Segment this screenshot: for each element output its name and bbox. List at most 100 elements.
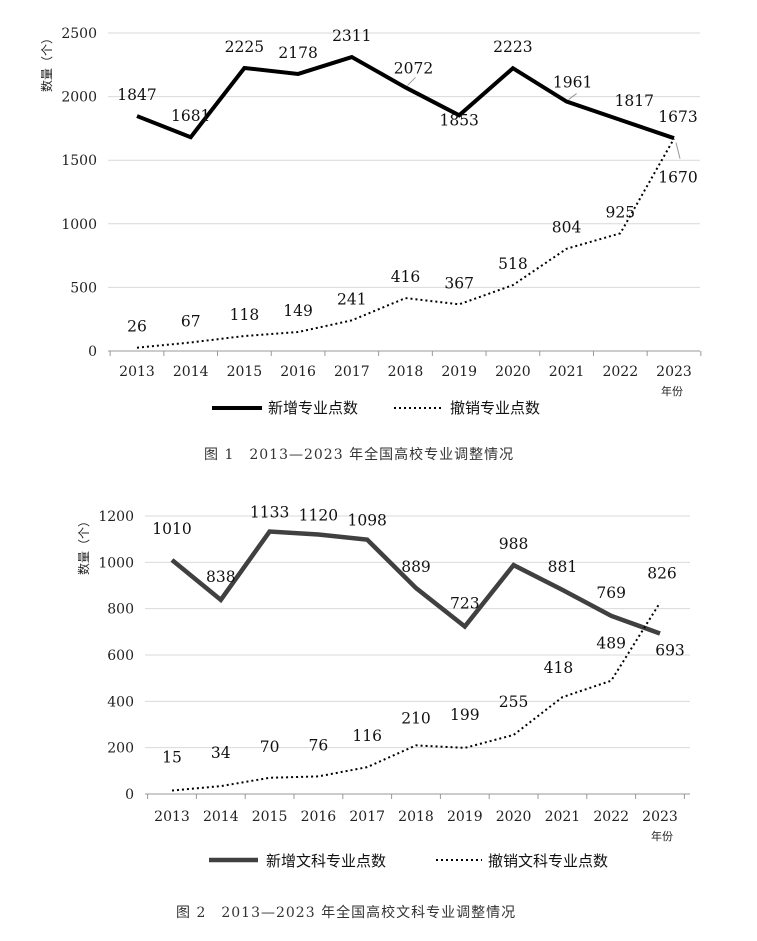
chart-1: 0 500 1000 1500 2000 2500 2013 2014 2015 2016 201… [39, 26, 702, 463]
leader-line [407, 77, 416, 86]
x-tick-label: 2013 [154, 809, 190, 825]
x-tick-label: 2020 [496, 809, 532, 825]
x-tick-label: 2023 [642, 809, 678, 825]
data-label: 116 [352, 727, 382, 745]
x-tick-label: 2016 [301, 809, 337, 825]
data-label: 149 [283, 302, 313, 320]
y-tick-label: 200 [107, 741, 134, 757]
x-tick-label: 2017 [334, 364, 370, 380]
data-label: 489 [596, 635, 626, 653]
leader-line [568, 93, 577, 100]
series-line-2 [171, 602, 661, 792]
data-label: 889 [401, 558, 431, 576]
data-label: 367 [444, 274, 474, 292]
chart-2-x-unit: 年份 [651, 829, 673, 843]
legend-label-series-2: 撤销文科专业点数 [488, 852, 608, 870]
data-label: 988 [499, 535, 529, 553]
y-tick-label: 600 [107, 648, 134, 664]
data-label: 1847 [117, 86, 156, 104]
chart-2-lines [170, 529, 661, 792]
x-tick-label: 2017 [349, 809, 385, 825]
y-tick-label: 2000 [61, 90, 97, 106]
chart-1-caption: 图 1 2013—2023 年全国高校专业调整情况 [204, 446, 514, 463]
chart-1-y-ticks: 0 500 1000 1500 2000 2500 [61, 26, 97, 360]
data-label: 210 [401, 709, 431, 727]
data-label: 416 [391, 268, 421, 286]
series-line-1 [136, 54, 675, 141]
legend-label-series-1: 新增文科专业点数 [266, 852, 386, 870]
chart-2-gridlines [145, 515, 690, 749]
data-label: 1817 [615, 92, 654, 110]
chart-2-legend: 新增文科专业点数 撤销文科专业点数 [209, 852, 608, 870]
x-tick-label: 2014 [173, 364, 209, 380]
x-tick-label: 2019 [447, 809, 483, 825]
x-tick-label: 2023 [656, 364, 692, 380]
y-tick-label: 1500 [61, 153, 97, 169]
series-line-1 [170, 529, 661, 636]
x-tick-label: 2020 [495, 364, 531, 380]
chart-2-caption: 图 2 2013—2023 年全国高校文科专业调整情况 [176, 904, 516, 921]
data-label: 1010 [152, 520, 191, 538]
data-label: 693 [655, 641, 685, 659]
chart-1-gridlines [108, 32, 700, 288]
data-label: 2225 [225, 38, 264, 56]
chart-2-y-ticks: 0 200 400 600 800 1000 1200 [98, 509, 134, 803]
chart-1-legend: 新增专业点数 撤销专业点数 [212, 399, 540, 417]
data-label: 723 [450, 595, 480, 613]
data-label: 925 [606, 203, 636, 221]
chart-2-x-axis [145, 793, 690, 799]
data-label: 804 [552, 219, 582, 237]
y-tick-label: 0 [125, 787, 134, 803]
y-tick-label: 500 [70, 280, 97, 296]
x-tick-label: 2018 [398, 809, 434, 825]
data-label: 1681 [171, 107, 210, 125]
data-label: 1120 [299, 507, 338, 525]
data-label: 118 [230, 306, 260, 324]
y-tick-label: 1000 [98, 555, 134, 571]
data-label: 1670 [658, 169, 697, 187]
chart-1-x-axis [108, 350, 702, 356]
chart-2-data-labels: 1010 838 1133 1120 1098 889 723 988 881 769 693 15 3… [152, 504, 685, 767]
chart-1-lines [136, 54, 675, 349]
data-label: 1853 [439, 111, 478, 129]
data-label: 26 [127, 318, 147, 336]
x-tick-label: 2019 [441, 364, 477, 380]
y-tick-label: 2500 [61, 26, 97, 42]
y-tick-label: 1000 [61, 217, 97, 233]
x-tick-label: 2013 [119, 364, 155, 380]
x-tick-label: 2015 [227, 364, 263, 380]
data-label: 34 [211, 744, 231, 762]
legend-label-series-1: 新增专业点数 [268, 399, 358, 417]
data-label: 881 [548, 558, 578, 576]
data-label: 76 [309, 736, 329, 754]
data-label: 241 [337, 290, 367, 308]
chart-2-x-ticks: 2013 2014 2015 2016 2017 2018 2019 2020 2021 2022… [154, 809, 678, 825]
chart-1-x-ticks: 2013 2014 2015 2016 2017 2018 2019 2020 2021 2022… [119, 364, 692, 380]
x-tick-label: 2021 [545, 809, 581, 825]
chart-2-y-axis-label: 数量（个） [76, 515, 91, 575]
data-label: 826 [647, 565, 677, 583]
chart-1-x-unit: 年份 [661, 384, 683, 398]
data-label: 2178 [278, 44, 317, 62]
data-label: 70 [260, 738, 280, 756]
data-label: 2223 [493, 38, 532, 56]
series-line-2 [136, 138, 675, 349]
data-label: 1133 [250, 504, 289, 522]
y-tick-label: 0 [88, 344, 97, 360]
data-label: 1098 [347, 512, 386, 530]
data-label: 2311 [332, 27, 371, 45]
data-label: 418 [544, 659, 574, 677]
data-label: 518 [498, 255, 528, 273]
chart-1-y-axis-label: 数量（个） [39, 32, 54, 92]
x-tick-label: 2015 [252, 809, 288, 825]
chart-1-data-labels: 1847 1681 2225 2178 2311 2072 1853 2223 1961 1817… [117, 27, 697, 336]
data-label: 67 [181, 312, 201, 330]
y-tick-label: 1200 [98, 509, 134, 525]
x-tick-label: 2016 [280, 364, 316, 380]
data-label: 1961 [553, 74, 592, 92]
data-label: 15 [162, 749, 182, 767]
data-label: 255 [499, 693, 529, 711]
data-label: 769 [596, 584, 626, 602]
